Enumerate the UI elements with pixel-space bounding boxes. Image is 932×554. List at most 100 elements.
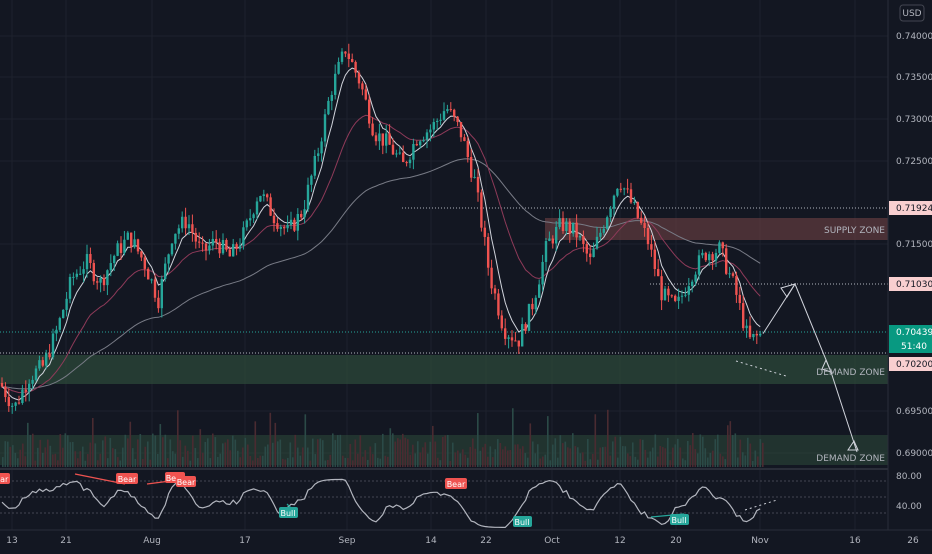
volume-bar	[127, 438, 129, 467]
candle	[684, 294, 687, 296]
volume-bar	[387, 456, 389, 467]
volume-bar	[477, 413, 479, 467]
bear-badge[interactable]: Bear	[176, 476, 196, 487]
osc-tick: 40.00	[896, 502, 922, 512]
candle	[565, 221, 568, 231]
candle	[422, 139, 425, 142]
volume-bar	[107, 458, 109, 467]
osc-ticks: 80.00 40.00	[896, 472, 922, 512]
volume-bar	[352, 460, 354, 467]
candle	[385, 133, 388, 146]
candle	[337, 61, 340, 74]
volume-bar	[72, 441, 74, 467]
volume-bar	[662, 447, 664, 467]
volume-bar	[189, 460, 192, 467]
candle	[68, 276, 72, 299]
volume-bar	[284, 459, 287, 467]
volume-bar	[334, 440, 337, 467]
candle	[48, 353, 51, 358]
volume-bar	[749, 443, 752, 467]
volume-bar	[717, 434, 719, 467]
candle	[11, 405, 14, 407]
volume-bar	[92, 417, 94, 467]
trend-dotted-line-osc[interactable]	[744, 499, 778, 511]
candle	[201, 242, 204, 244]
volume-bar	[592, 453, 594, 467]
candle	[507, 337, 510, 339]
bull-badge[interactable]: Bull	[670, 514, 689, 525]
volume-bar	[154, 435, 157, 467]
volume-bar	[467, 457, 469, 467]
demand-zone-1[interactable]	[0, 355, 888, 384]
candle	[252, 214, 255, 219]
volume-bar	[707, 457, 709, 467]
trend-dotted-line-price[interactable]	[735, 360, 787, 377]
candle	[106, 270, 109, 286]
candle	[531, 303, 534, 310]
volume-bar	[539, 458, 542, 467]
volume-bar	[384, 455, 387, 467]
projection-path[interactable]	[762, 282, 858, 453]
supply-zone[interactable]	[545, 218, 888, 240]
time-label: 14	[425, 536, 437, 546]
price-candles	[0, 43, 762, 414]
volume-bar	[177, 410, 179, 467]
osc-tick: 80.00	[896, 472, 922, 482]
candle	[211, 238, 214, 246]
volume-bar	[247, 444, 249, 467]
volume-bar	[614, 436, 617, 467]
candle	[490, 267, 493, 289]
volume-bar	[122, 447, 124, 467]
candle	[150, 279, 153, 281]
bull-badge[interactable]: Bull	[513, 516, 532, 527]
volume-bar	[242, 447, 244, 467]
volume-bar	[584, 460, 587, 467]
bear-badge[interactable]: Bear	[445, 478, 467, 489]
volume-bar	[369, 446, 372, 467]
volume-bar	[302, 447, 304, 467]
volume-bar	[519, 448, 522, 467]
candle	[497, 293, 500, 316]
bull-badge[interactable]: Bull	[279, 507, 298, 518]
candle	[130, 232, 133, 248]
svg-text:Bull: Bull	[280, 509, 295, 518]
volume-bar	[684, 460, 687, 467]
candle	[276, 223, 279, 229]
volume-bar	[22, 443, 24, 467]
volume-bar	[137, 439, 139, 467]
volume-bar	[712, 450, 714, 467]
bear-badge[interactable]: Bear	[0, 473, 10, 484]
projection-arrowhead-down-1	[821, 358, 832, 373]
currency-badge[interactable]	[899, 4, 925, 22]
volume-bar	[464, 454, 467, 467]
price-scale[interactable]	[888, 0, 932, 530]
candle	[657, 269, 660, 277]
time-axis[interactable]: 13 21 Aug 17 Sep 14 22 Oct 12 20 Nov 16 …	[6, 536, 919, 546]
volume-bar	[637, 459, 639, 467]
candle	[123, 239, 126, 253]
candle	[364, 89, 367, 100]
volume-bar	[482, 447, 484, 467]
candle	[731, 273, 735, 276]
signal-badges[interactable]: Bear Bear Bear Bear Bear Bull Bull Bull	[0, 472, 689, 527]
volume-bar	[649, 451, 652, 467]
volume-bar	[422, 447, 424, 467]
bear-badge[interactable]: Bear	[116, 473, 138, 484]
candle	[160, 278, 163, 309]
volume-bar	[514, 444, 517, 467]
candle	[102, 278, 106, 286]
volume-bar	[102, 440, 104, 467]
candle	[694, 274, 697, 282]
volume-bar	[327, 459, 329, 467]
volume-bar	[704, 448, 707, 467]
candle	[748, 325, 752, 338]
volume-bar	[702, 436, 704, 467]
candle	[238, 245, 242, 249]
volume-bar	[74, 451, 77, 467]
volume-bar	[144, 446, 147, 467]
volume-bar	[542, 456, 544, 467]
candle	[449, 109, 452, 111]
volume-bar	[362, 456, 364, 467]
